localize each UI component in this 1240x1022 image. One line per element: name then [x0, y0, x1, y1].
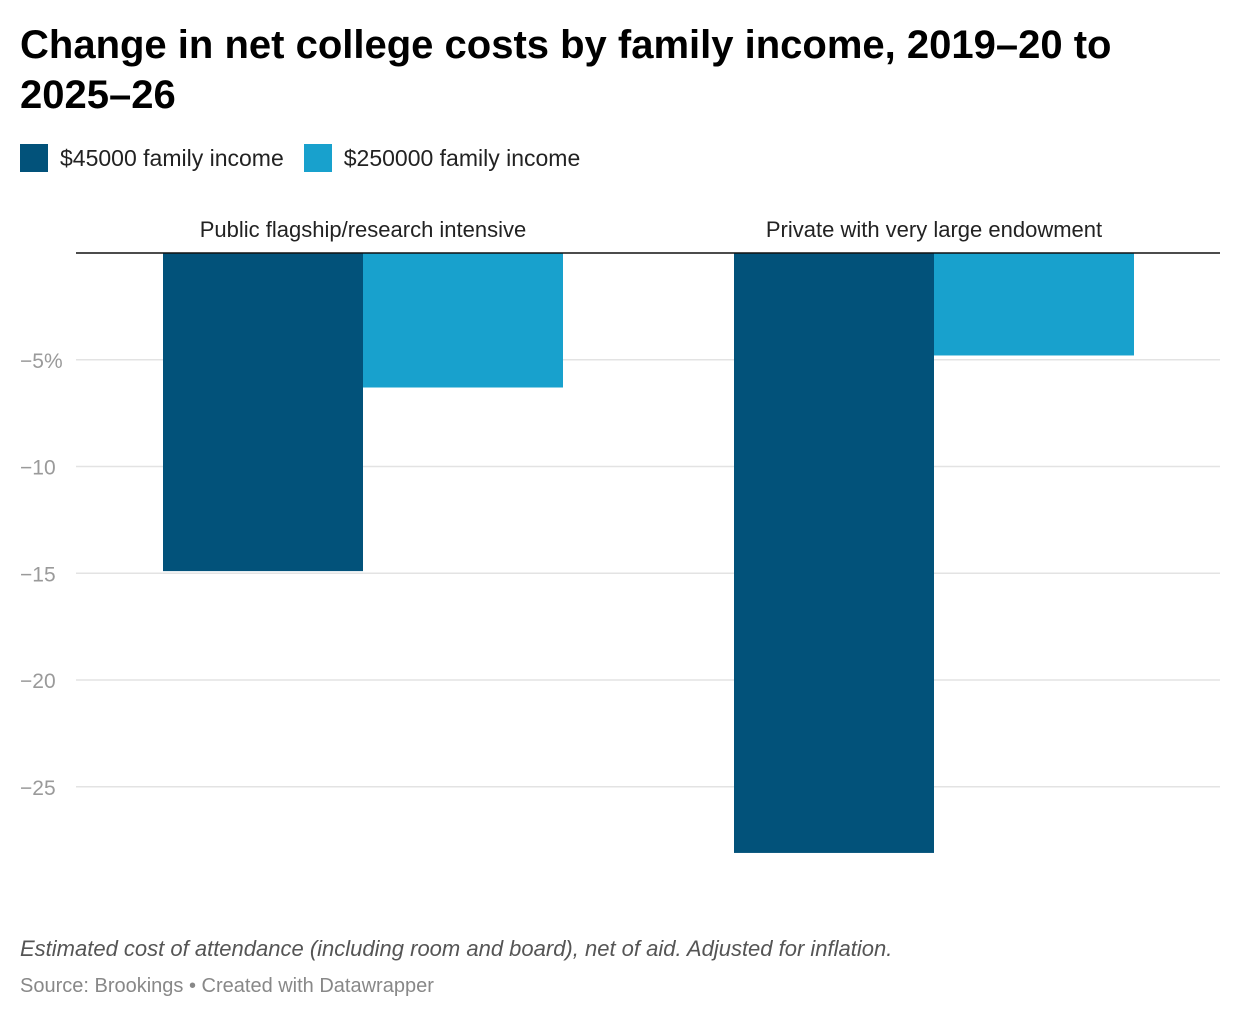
- category-label: Private with very large endowment: [766, 217, 1102, 242]
- bar: [163, 253, 363, 572]
- legend-label-250000: $250000 family income: [343, 144, 581, 171]
- legend-swatch-250000: [303, 144, 332, 172]
- bar: [363, 253, 563, 388]
- legend: $45000 family income $250000 family inco…: [20, 144, 600, 172]
- y-tick-label: −20: [20, 670, 56, 693]
- category-label: Public flagship/research intensive: [200, 217, 527, 242]
- y-tick-label: −25: [20, 777, 56, 800]
- chart-source: Source: Brookings • Created with Datawra…: [20, 975, 434, 997]
- chart-notes: Estimated cost of attendance (including …: [20, 936, 893, 961]
- y-tick-label: −10: [20, 457, 56, 480]
- legend-item-250000: $250000 family income: [303, 144, 581, 172]
- legend-swatch-45000: [20, 144, 48, 172]
- legend-item-45000: $45000 family income: [20, 144, 284, 172]
- legend-label-45000: $45000 family income: [60, 144, 284, 171]
- bar: [734, 253, 934, 853]
- y-tick-label: −15: [20, 563, 56, 586]
- y-tick-label: −5%: [20, 350, 63, 373]
- chart-title: Change in net college costs by family in…: [20, 23, 1112, 117]
- bar: [934, 253, 1134, 356]
- bar-chart: −5% −10 −15 −20 −25 Public flagship/research …: [20, 217, 1220, 853]
